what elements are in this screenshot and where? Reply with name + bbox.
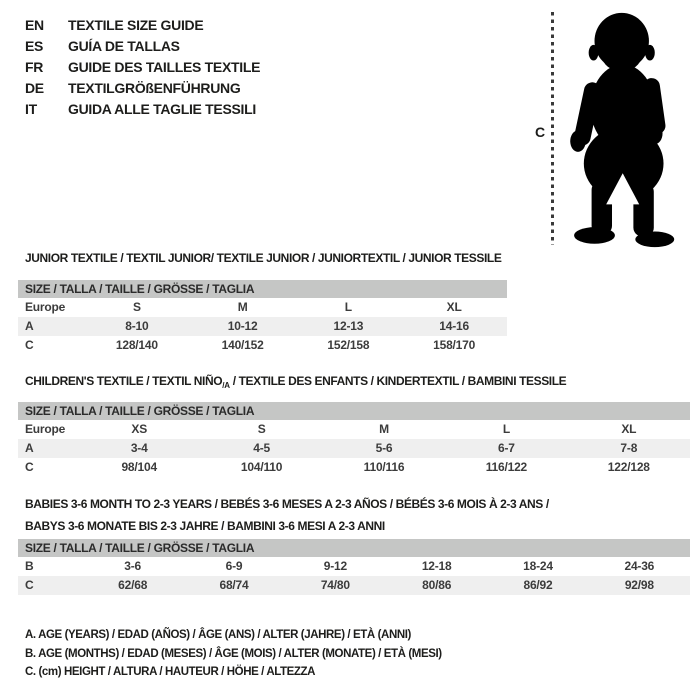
language-row-fr: FR GUIDE DES TAILLES TEXTILE xyxy=(25,56,260,77)
language-title: TEXTILGRÖßENFÜHRUNG xyxy=(68,79,241,96)
language-title: GUIDE DES TAILLES TEXTILE xyxy=(68,58,261,75)
age-cell: 8-10 xyxy=(125,319,149,333)
language-list: EN TEXTILE SIZE GUIDE ES GUÍA DE TALLAS … xyxy=(25,14,260,119)
age-cell: 6-7 xyxy=(498,441,515,455)
row-label: Europe xyxy=(25,300,66,314)
age-cell: 7-8 xyxy=(620,441,638,455)
height-cell: 62/68 xyxy=(118,578,148,592)
height-cell: 122/128 xyxy=(607,460,650,474)
table-row-height: C 98/104 104/110 110/116 116/122 122/128 xyxy=(18,458,690,477)
height-cell: 128/140 xyxy=(115,338,158,352)
note-age-months: B. AGE (MONTHS) / EDAD (MESES) / ÂGE (MO… xyxy=(25,647,442,660)
row-label: B xyxy=(25,559,34,573)
note-height-cm: C. (cm) HEIGHT / ALTURA / HAUTEUR / HÖHE… xyxy=(25,666,316,678)
legend-notes: A. AGE (YEARS) / EDAD (AÑOS) / ÂGE (ANS)… xyxy=(25,626,442,682)
row-label: C xyxy=(25,460,34,474)
table-row-height: C 62/68 68/74 74/80 80/86 86/92 92/98 xyxy=(18,576,690,595)
babies-size-table: SIZE / TALLA / TAILLE / GRÖSSE / TAGLIA … xyxy=(18,539,690,595)
language-code: ES xyxy=(25,37,44,54)
language-title: TEXTILE SIZE GUIDE xyxy=(68,16,204,33)
height-cell: 152/158 xyxy=(327,338,370,352)
table-row-months: B 3-6 6-9 9-12 12-18 18-24 24-36 xyxy=(18,557,690,576)
babies-section-title-line2: BABYS 3-6 MONATE BIS 2-3 JAHRE / BAMBINI… xyxy=(25,519,385,533)
size-cell: L xyxy=(502,422,510,436)
row-label: C xyxy=(25,338,34,352)
age-cell: 4-5 xyxy=(253,441,270,455)
children-title-sub: /A xyxy=(222,381,230,390)
table-row-age: A 3-4 4-5 5-6 6-7 7-8 xyxy=(18,439,690,458)
children-section-title: CHILDREN'S TEXTILE / TEXTIL NIÑO/A / TEX… xyxy=(25,374,567,390)
height-measure-label: C xyxy=(534,124,546,140)
age-cell: 5-6 xyxy=(375,441,393,455)
row-label: A xyxy=(25,441,34,455)
height-cell: 92/98 xyxy=(624,578,654,592)
row-label: C xyxy=(25,578,34,592)
children-title-post: / TEXTILE DES ENFANTS / KINDERTEXTIL / B… xyxy=(229,374,567,388)
language-row-en: EN TEXTILE SIZE GUIDE xyxy=(25,14,260,35)
size-cell: M xyxy=(237,300,248,314)
children-title-pre: CHILDREN'S TEXTILE / TEXTIL NIÑO xyxy=(25,374,223,388)
height-measure-line xyxy=(551,12,554,245)
language-code: IT xyxy=(25,100,37,117)
size-cell: L xyxy=(344,300,352,314)
months-cell: 12-18 xyxy=(421,559,452,573)
table-row-europe: Europe S M L XL xyxy=(18,298,507,317)
height-cell: 116/122 xyxy=(485,460,528,474)
toddler-silhouette-icon xyxy=(570,12,675,248)
size-cell: M xyxy=(379,422,389,436)
months-cell: 6-9 xyxy=(225,559,243,573)
size-header-bar: SIZE / TALLA / TAILLE / GRÖSSE / TAGLIA xyxy=(18,402,690,420)
months-cell: 18-24 xyxy=(523,559,553,573)
height-cell: 104/110 xyxy=(240,460,283,474)
language-title: GUÍA DE TALLAS xyxy=(68,37,180,54)
size-cell: S xyxy=(257,422,266,436)
height-cell: 74/80 xyxy=(320,578,350,592)
height-cell: 80/86 xyxy=(422,578,452,592)
size-cell: XL xyxy=(446,300,462,314)
row-label: Europe xyxy=(25,422,66,436)
junior-section-title: JUNIOR TEXTILE / TEXTIL JUNIOR/ TEXTILE … xyxy=(25,251,502,265)
junior-size-table: SIZE / TALLA / TAILLE / GRÖSSE / TAGLIA … xyxy=(18,280,507,355)
size-cell: S xyxy=(132,300,141,314)
note-age-years: A. AGE (YEARS) / EDAD (AÑOS) / ÂGE (ANS)… xyxy=(25,629,411,641)
language-row-de: DE TEXTILGRÖßENFÜHRUNG xyxy=(25,77,260,98)
months-cell: 9-12 xyxy=(323,559,347,573)
age-cell: 10-12 xyxy=(227,319,258,333)
age-cell: 3-4 xyxy=(130,441,148,455)
table-row-height: C 128/140 140/152 152/158 158/170 xyxy=(18,336,507,355)
age-cell: 14-16 xyxy=(439,319,469,333)
height-cell: 86/92 xyxy=(523,578,553,592)
language-code: FR xyxy=(25,58,44,75)
language-title: GUIDA ALLE TAGLIE TESSILI xyxy=(68,100,256,117)
children-size-table: SIZE / TALLA / TAILLE / GRÖSSE / TAGLIA … xyxy=(18,402,690,477)
language-code: DE xyxy=(25,79,44,96)
size-header-bar: SIZE / TALLA / TAILLE / GRÖSSE / TAGLIA xyxy=(18,280,507,298)
age-cell: 12-13 xyxy=(333,319,364,333)
babies-section-title-line1: BABIES 3-6 MONTH TO 2-3 YEARS / BEBÉS 3-… xyxy=(25,497,549,511)
size-header-bar: SIZE / TALLA / TAILLE / GRÖSSE / TAGLIA xyxy=(18,539,690,557)
row-label: A xyxy=(25,319,34,333)
height-cell: 140/152 xyxy=(221,338,264,352)
height-cell: 110/116 xyxy=(363,460,405,474)
language-code: EN xyxy=(25,16,44,33)
language-row-es: ES GUÍA DE TALLAS xyxy=(25,35,260,56)
size-cell: XL xyxy=(621,422,637,436)
months-cell: 3-6 xyxy=(124,559,142,573)
table-row-europe: Europe XS S M L XL xyxy=(18,420,690,439)
size-cell: XS xyxy=(131,422,147,436)
height-cell: 68/74 xyxy=(219,578,249,592)
height-cell: 158/170 xyxy=(433,338,476,352)
language-row-it: IT GUIDA ALLE TAGLIE TESSILI xyxy=(25,98,260,119)
table-row-age: A 8-10 10-12 12-13 14-16 xyxy=(18,317,507,336)
height-cell: 98/104 xyxy=(121,460,157,474)
months-cell: 24-36 xyxy=(624,559,655,573)
